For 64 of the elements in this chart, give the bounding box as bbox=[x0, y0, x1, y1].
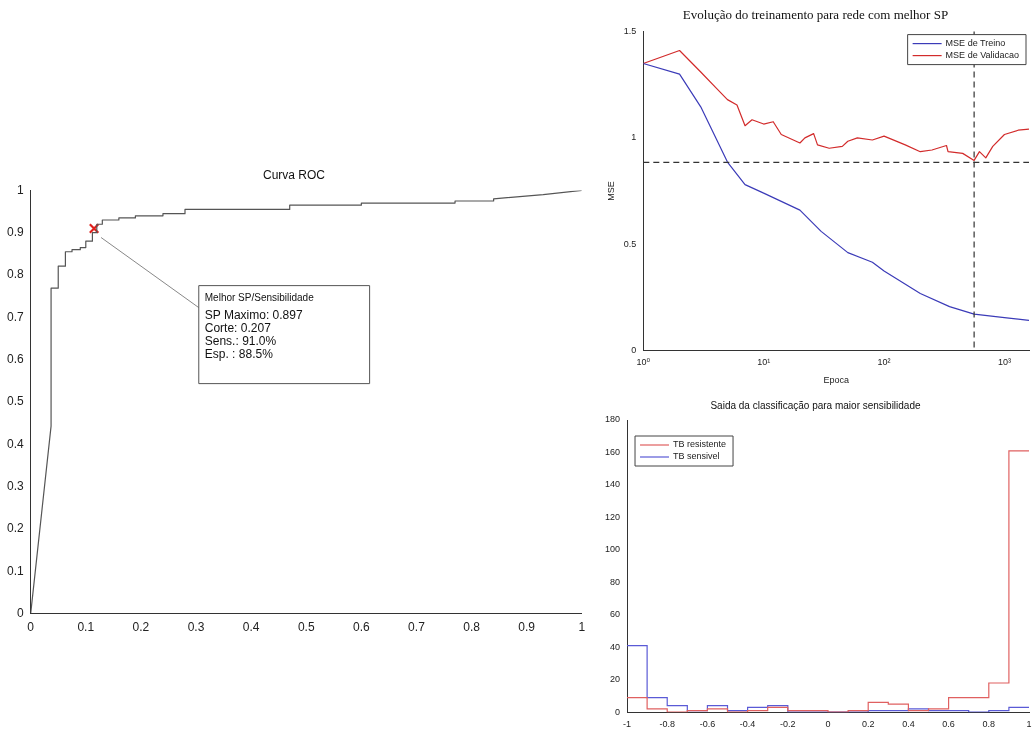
y-tick-label: 20 bbox=[610, 674, 621, 685]
y-tick-label: 100 bbox=[604, 544, 621, 555]
y-tick-label: 1.5 bbox=[623, 26, 637, 37]
annotation: Esp. : 88.5% bbox=[204, 346, 274, 361]
x-tick-label: -0.6 bbox=[699, 719, 716, 730]
x-tick-label: 0.8 bbox=[982, 719, 996, 730]
x-tick-label: 0 bbox=[825, 719, 831, 730]
y-tick-label: 0.7 bbox=[6, 309, 24, 324]
x-tick-label: 0.9 bbox=[518, 620, 536, 635]
y-tick-label: 0 bbox=[16, 605, 24, 620]
y-axis-title: MSE bbox=[605, 181, 616, 201]
legend-label: MSE de Validacao bbox=[945, 50, 1020, 61]
x-tick-label: -0.4 bbox=[739, 719, 756, 730]
legend-label: TB resistente bbox=[673, 439, 727, 450]
y-tick-label: 0.3 bbox=[6, 478, 24, 493]
chart-title: Curva ROC bbox=[262, 167, 326, 182]
x-tick-label: 1 bbox=[578, 620, 586, 635]
x-tick-label: 0.1 bbox=[77, 620, 95, 635]
x-tick-label: -1 bbox=[623, 719, 632, 730]
y-tick-label: 0.9 bbox=[6, 225, 24, 240]
x-tick-label: 10² bbox=[877, 357, 891, 368]
y-tick-label: 120 bbox=[604, 511, 621, 522]
y-tick-label: 160 bbox=[604, 446, 621, 457]
y-tick-label: 80 bbox=[610, 576, 621, 587]
x-tick-label: 10¹ bbox=[757, 357, 771, 368]
y-tick-label: 0 bbox=[615, 706, 621, 717]
chart-title: Evolução do treinamento para rede com melhor SP bbox=[682, 7, 949, 23]
x-tick-label: 0.3 bbox=[187, 620, 205, 635]
x-tick-label: 0.4 bbox=[242, 620, 260, 635]
y-tick-label: 0.2 bbox=[6, 521, 24, 536]
x-axis-title: Epoca bbox=[823, 375, 849, 386]
x-tick-label: -0.2 bbox=[780, 719, 796, 730]
y-tick-label: 0 bbox=[631, 344, 637, 355]
y-tick-label: 1 bbox=[16, 182, 24, 197]
y-tick-label: 140 bbox=[604, 479, 621, 490]
y-tick-label: 0.4 bbox=[6, 436, 24, 451]
x-tick-label: 10³ bbox=[997, 357, 1011, 368]
y-tick-label: 0.5 bbox=[623, 238, 637, 249]
y-tick-label: 0.1 bbox=[6, 563, 24, 578]
x-tick-label: 0.5 bbox=[297, 620, 315, 635]
y-tick-label: 1 bbox=[631, 132, 637, 143]
x-tick-label: 10⁰ bbox=[636, 357, 651, 368]
annotation: Melhor SP/Sensibilidade bbox=[204, 291, 315, 303]
annotation: Sens.: 91.0% bbox=[204, 333, 277, 348]
x-tick-label: 0.6 bbox=[353, 620, 371, 635]
x-tick-label: 0.2 bbox=[132, 620, 150, 635]
x-tick-label: 0.8 bbox=[463, 620, 481, 635]
x-tick-label: 0.2 bbox=[861, 719, 875, 730]
y-tick-label: 180 bbox=[604, 414, 621, 425]
y-tick-label: 40 bbox=[610, 641, 621, 652]
chart-title: Saida da classificação para maior sensibilidade bbox=[710, 399, 921, 411]
annotation: SP Maximo: 0.897 bbox=[204, 307, 303, 322]
x-tick-label: 0.7 bbox=[408, 620, 426, 635]
legend-label: TB sensivel bbox=[673, 451, 720, 462]
annotation: Corte: 0.207 bbox=[204, 320, 272, 335]
x-tick-label: -0.8 bbox=[659, 719, 675, 730]
x-tick-label: 0.6 bbox=[942, 719, 955, 730]
y-tick-label: 60 bbox=[610, 609, 621, 620]
x-tick-label: 0 bbox=[27, 620, 35, 635]
y-tick-label: 0.5 bbox=[6, 394, 24, 409]
x-tick-label: 0.4 bbox=[902, 719, 915, 730]
legend-label: MSE de Treino bbox=[945, 38, 1006, 49]
x-tick-label: 1 bbox=[1026, 719, 1032, 730]
y-tick-label: 0.8 bbox=[6, 267, 24, 282]
